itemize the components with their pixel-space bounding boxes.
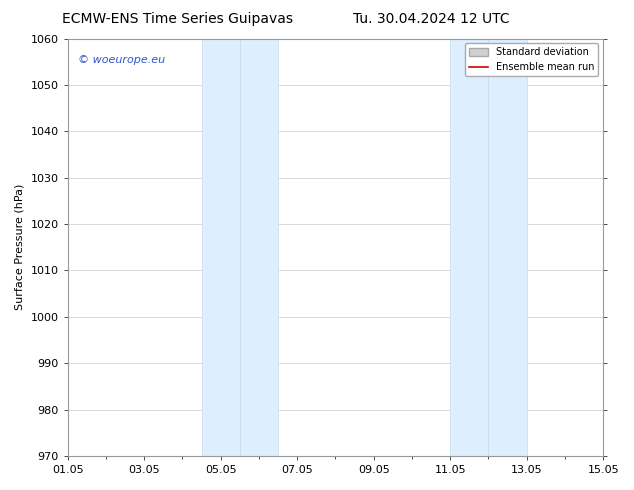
Legend: Standard deviation, Ensemble mean run: Standard deviation, Ensemble mean run	[465, 44, 598, 76]
Text: © woeurope.eu: © woeurope.eu	[79, 55, 165, 65]
Bar	[488, 39, 527, 456]
Bar	[450, 39, 488, 456]
Bar	[202, 39, 240, 456]
Bar	[240, 39, 278, 456]
Text: ECMW-ENS Time Series Guipavas: ECMW-ENS Time Series Guipavas	[62, 12, 293, 26]
Text: Tu. 30.04.2024 12 UTC: Tu. 30.04.2024 12 UTC	[353, 12, 510, 26]
Y-axis label: Surface Pressure (hPa): Surface Pressure (hPa)	[15, 184, 25, 311]
